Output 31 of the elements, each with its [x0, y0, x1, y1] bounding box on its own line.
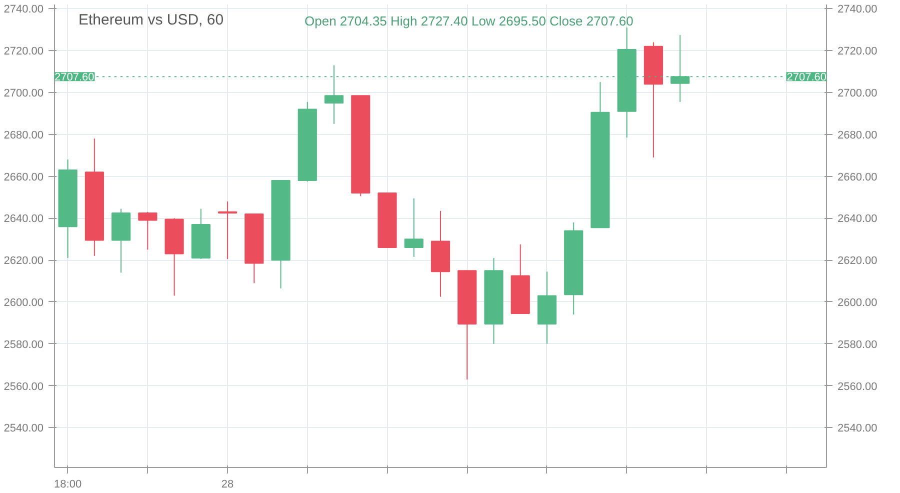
candlestick — [404, 198, 424, 258]
ref-line-label: 2707.60 — [54, 72, 94, 84]
text: 2680.00 — [4, 129, 44, 142]
text: 2707.60 — [786, 72, 827, 84]
text: 2540.00 — [4, 422, 44, 435]
text: 2720.00 — [4, 46, 44, 58]
y-tick-label: 2660.00 — [838, 171, 878, 184]
text: Ethereum vs USD, 60 — [78, 12, 224, 28]
y-tick-label: 2680.00 — [838, 129, 878, 142]
candlestick — [218, 200, 238, 260]
x-tick-label: 28 — [221, 478, 234, 490]
y-tick-label: 2640.00 — [838, 213, 878, 226]
text: 2660.00 — [4, 171, 44, 184]
y-tick-label: 2700.00 — [838, 87, 878, 100]
text: Open 2704.35 High 2727.40 Low 2695.50 Close 2707.60 — [304, 14, 634, 28]
y-tick-label: 2620.00 — [838, 255, 878, 268]
text: 2560.00 — [4, 380, 44, 393]
text: 2700.00 — [4, 87, 44, 100]
y-tick-label: 2720.00 — [838, 46, 878, 58]
y-tick-label: 2580.00 — [838, 338, 878, 351]
y-tick-label: 2540.00 — [838, 422, 878, 435]
text: 2740.00 — [4, 4, 44, 16]
text: 2640.00 — [4, 213, 44, 226]
y-tick-label: 2740.00 — [838, 4, 878, 16]
candlestick — [138, 211, 158, 250]
y-tick-label: 2560.00 — [838, 380, 878, 393]
x-tick-label: 18:00 — [54, 478, 82, 490]
text: 2620.00 — [4, 255, 44, 268]
text: 2600.00 — [4, 296, 44, 309]
text: 2580.00 — [4, 338, 44, 351]
y-tick-label: 2600.00 — [838, 296, 878, 309]
